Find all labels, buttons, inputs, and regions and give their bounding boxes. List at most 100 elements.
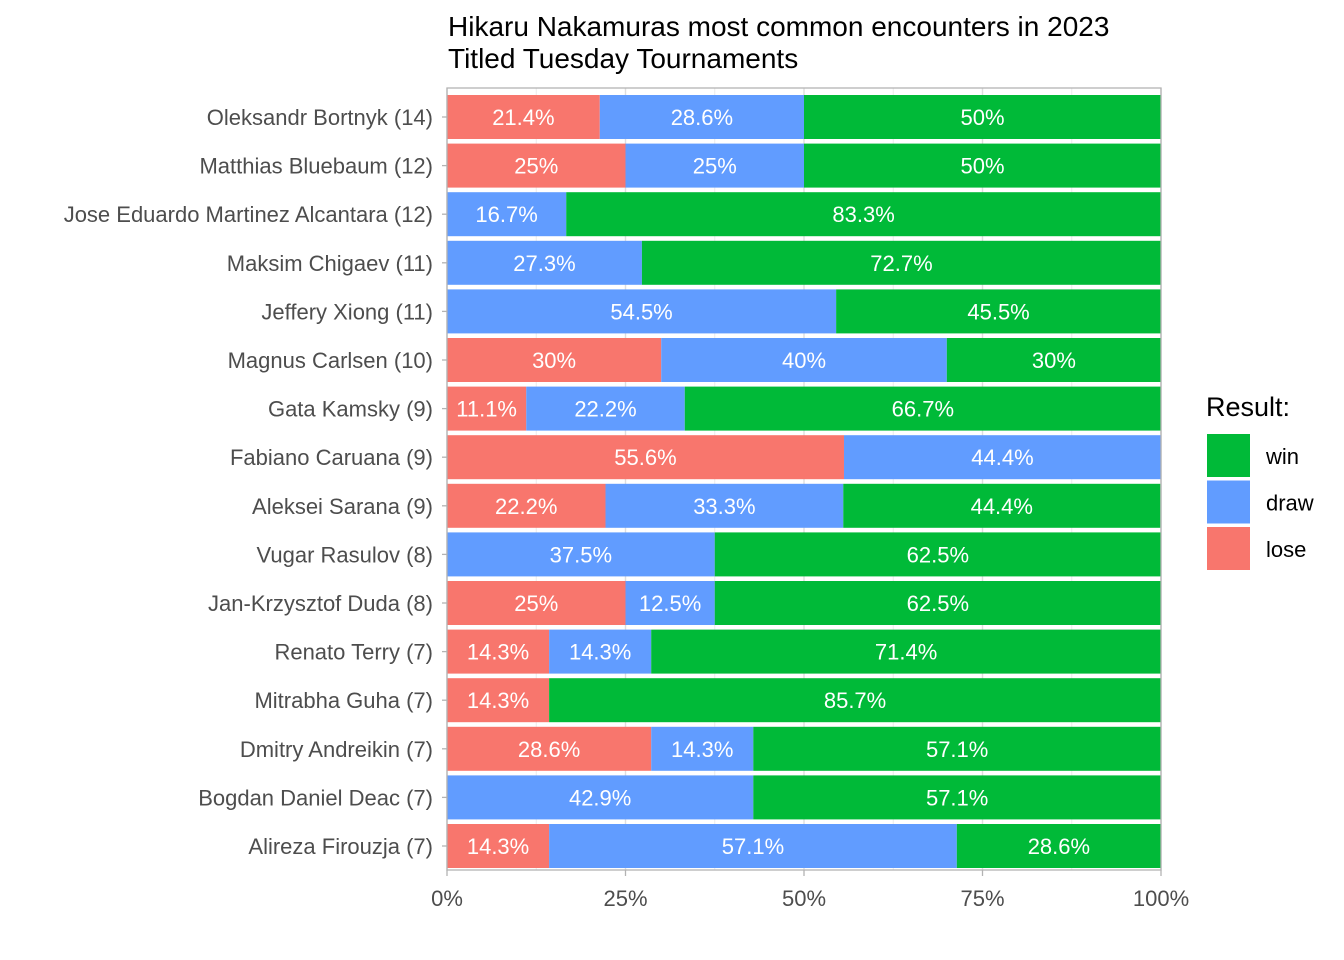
bar-lose	[447, 386, 527, 431]
bar-win	[946, 338, 1161, 382]
bar-value-label: 62.5%	[907, 591, 969, 616]
bar-lose	[447, 824, 550, 868]
category-label: Alireza Firouzja (7)	[248, 834, 433, 859]
bar-value-label: 28.6%	[1028, 834, 1090, 859]
bar-draw	[447, 289, 837, 334]
category-label: Magnus Carlsen (10)	[228, 348, 433, 373]
bar-win	[651, 629, 1161, 674]
legend-label-draw: draw	[1266, 491, 1314, 516]
bar-draw	[447, 192, 567, 237]
bar-value-label: 12.5%	[639, 591, 701, 616]
x-tick-label: 75%	[960, 886, 1004, 911]
bar-value-label: 22.2%	[574, 397, 636, 422]
bar-value-label: 44.4%	[971, 445, 1033, 470]
bar-lose	[447, 143, 626, 188]
bar-win	[804, 95, 1161, 139]
bar-win	[684, 386, 1161, 431]
bar-value-label: 28.6%	[518, 737, 580, 762]
bar-lose	[447, 629, 550, 674]
x-tick-label: 0%	[431, 886, 463, 911]
bar-value-label: 25%	[693, 154, 737, 179]
legend: Result: win draw lose	[1206, 392, 1314, 570]
bar-value-label: 11.1%	[456, 397, 517, 422]
bar-draw	[447, 532, 715, 577]
bar-value-label: 22.2%	[495, 494, 557, 519]
bar-win	[804, 143, 1161, 188]
category-label: Oleksandr Bortnyk (14)	[207, 105, 433, 130]
category-label: Renato Terry (7)	[274, 640, 433, 665]
bar-value-label: 50%	[960, 154, 1004, 179]
bar-win	[549, 678, 1161, 723]
legend-key-lose	[1207, 527, 1250, 570]
bar-value-label: 54.5%	[610, 299, 672, 324]
bar-win	[956, 824, 1161, 868]
bar-value-label: 25%	[514, 154, 558, 179]
bar-value-label: 33.3%	[693, 494, 755, 519]
bar-lose	[447, 95, 600, 139]
category-label: Vugar Rasulov (8)	[257, 542, 433, 567]
bar-value-label: 66.7%	[892, 397, 954, 422]
bar-value-label: 27.3%	[513, 251, 575, 276]
category-label: Maksim Chigaev (11)	[227, 251, 433, 276]
bar-value-label: 14.3%	[467, 640, 529, 665]
legend-title: Result:	[1206, 392, 1290, 422]
bar-draw	[661, 338, 947, 382]
axes: Oleksandr Bortnyk (14) Matthias Bluebaum …	[64, 87, 1189, 911]
category-label: Bogdan Daniel Deac (7)	[198, 785, 433, 810]
bar-lose	[447, 435, 844, 480]
x-tick-label: 25%	[603, 886, 647, 911]
bar-value-label: 30%	[532, 348, 576, 373]
bar-win	[714, 532, 1161, 577]
bar-draw	[447, 775, 754, 820]
bar-value-label: 57.1%	[926, 785, 988, 810]
bar-draw	[843, 435, 1161, 480]
bar-value-label: 14.3%	[671, 737, 733, 762]
bar-labels: 21.4% 28.6% 50% 25% 25% 50% 16.7% 83.3% 27.3% 72.…	[456, 105, 1090, 859]
category-label: Fabiano Caruana (9)	[230, 445, 433, 470]
chart-title-line-2: Titled Tuesday Tournaments	[448, 43, 798, 74]
bar-value-label: 40%	[782, 348, 826, 373]
bar-value-label: 14.3%	[467, 688, 529, 713]
bar-draw	[549, 824, 957, 868]
bar-win	[753, 775, 1161, 820]
category-label: Jan-Krzysztof Duda (8)	[208, 591, 433, 616]
bar-win	[641, 240, 1161, 285]
bar-draw	[447, 240, 642, 285]
bar-lose	[447, 483, 606, 528]
bar-value-label: 45.5%	[967, 299, 1029, 324]
bar-value-label: 57.1%	[722, 834, 784, 859]
bar-value-label: 85.7%	[824, 688, 886, 713]
bar-win	[753, 726, 1161, 771]
bar-value-label: 72.7%	[870, 251, 932, 276]
bar-draw	[599, 95, 804, 139]
category-label: Jeffery Xiong (11)	[261, 299, 433, 324]
bar-draw	[526, 386, 685, 431]
bar-value-label: 42.9%	[569, 785, 631, 810]
category-label: Jose Eduardo Martinez Alcantara (12)	[64, 202, 433, 227]
bar-value-label: 30%	[1032, 348, 1076, 373]
bar-draw	[651, 726, 754, 771]
chart-title-line-1: Hikaru Nakamuras most common encounters …	[448, 11, 1109, 42]
category-label: Mitrabha Guha (7)	[254, 688, 433, 713]
x-tick-label: 100%	[1133, 886, 1189, 911]
bar-value-label: 14.3%	[467, 834, 529, 859]
bar-lose	[447, 678, 550, 723]
bar-draw	[625, 143, 804, 188]
bar-draw	[605, 483, 844, 528]
bar-value-label: 25%	[514, 591, 558, 616]
bar-value-label: 28.6%	[671, 105, 733, 130]
bar-win	[836, 289, 1161, 334]
bars	[447, 95, 1161, 868]
x-tick-label: 50%	[782, 886, 826, 911]
category-label: Aleksei Sarana (9)	[252, 494, 433, 519]
bar-value-label: 16.7%	[475, 202, 537, 227]
bar-draw	[625, 581, 715, 625]
bar-win	[714, 581, 1161, 625]
bar-lose	[447, 726, 652, 771]
bar-win	[566, 192, 1161, 237]
bar-draw	[549, 629, 652, 674]
bar-value-label: 62.5%	[907, 542, 969, 567]
category-label: Matthias Bluebaum (12)	[199, 154, 433, 179]
bar-value-label: 37.5%	[550, 542, 612, 567]
bar-value-label: 21.4%	[492, 105, 554, 130]
